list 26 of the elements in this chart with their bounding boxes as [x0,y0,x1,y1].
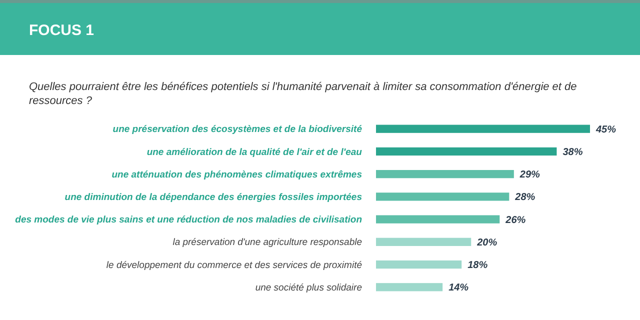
bar [376,170,514,178]
bar [376,283,443,292]
y-tick-label: le développement du commerce et des services de proximité [106,260,362,271]
y-tick-label: des modes de vie plus sains et une réduction de nos maladies de civilisation [15,214,362,226]
data-label: 26% [504,214,526,226]
y-tick-label: une atténuation des phénomènes climatiques extrêmes [112,169,362,180]
y-tick-label: une amélioration de la qualité de l'air et de l'eau [146,146,362,158]
text: FOCUS 1 [29,22,94,39]
y-tick-label: une préservation des écosystèmes et de la biodiversité [112,124,363,136]
y-tick-label: une société plus solidaire [255,282,362,294]
y-tick-label: la préservation d'une agriculture responsable [172,237,362,248]
bar [376,124,590,133]
bar [376,215,500,224]
data-label: 20% [476,237,498,248]
data-label: 14% [448,282,469,294]
chart-subtitle: Quelles pourraient être les bénéfices potentiels si l'humanité parvenait à limiter sa consommation d'énergie et de ressources ? [29,81,577,107]
data-label: 45% [595,124,616,136]
data-label: 18% [468,260,488,272]
bar [376,192,510,201]
data-label: 38% [562,146,583,158]
bar [376,147,557,156]
bar [376,260,462,269]
data-label: 28% [514,192,536,204]
bar [376,238,472,246]
y-tick-label: une diminution de la dépendance des énergies fossiles importées [64,192,362,204]
data-label: 29% [518,170,540,181]
